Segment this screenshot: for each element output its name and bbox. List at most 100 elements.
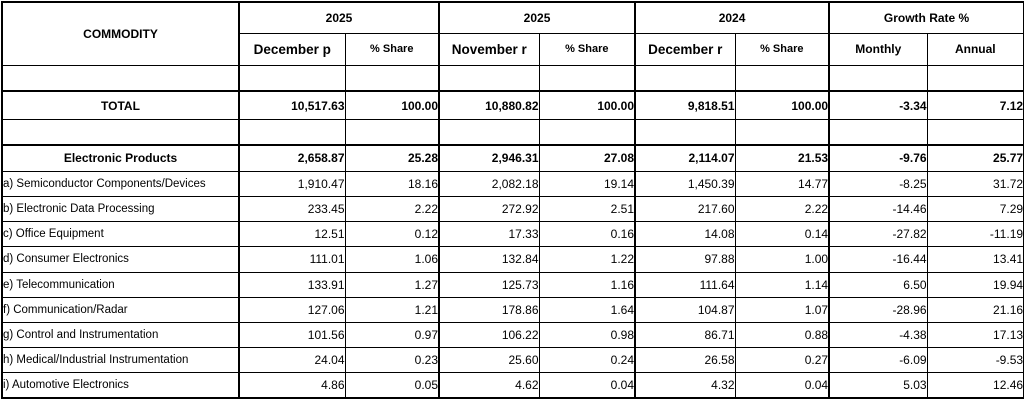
- value-cell: 125.73: [438, 271, 540, 298]
- commodity-header: COMMODITY: [1, 1, 240, 66]
- spacer-cell: [828, 119, 928, 147]
- annual-header: Annual: [926, 32, 1024, 66]
- value-cell: 1.00: [734, 246, 831, 273]
- value-cell: 0.27: [734, 347, 831, 374]
- spacer-row: [1, 64, 1024, 92]
- spacer-cell: [438, 119, 540, 147]
- value-cell: -6.09: [828, 347, 928, 374]
- value-cell: -4.38: [828, 321, 928, 349]
- value-cell: 1.21: [344, 296, 441, 323]
- value-cell: 106.22: [438, 321, 540, 349]
- total-row: TOTAL 10,517.63 100.00 10,880.82 100.00 …: [1, 90, 1024, 121]
- value-cell: 31.72: [926, 170, 1024, 197]
- value-cell: 100.00: [344, 90, 441, 121]
- value-cell: 2.51: [538, 195, 637, 223]
- value-cell: 4.62: [438, 372, 540, 399]
- value-cell: 27.08: [538, 144, 637, 172]
- spacer-cell: [238, 64, 346, 92]
- value-cell: 0.04: [734, 372, 831, 399]
- spacer-cell: [1, 119, 240, 147]
- value-cell: 100.00: [734, 90, 831, 121]
- spacer-cell: [828, 64, 928, 92]
- monthly-header: Monthly: [828, 32, 928, 66]
- value-cell: 1.27: [344, 271, 441, 298]
- value-cell: 1.22: [538, 246, 637, 273]
- value-cell: 2,658.87: [238, 144, 346, 172]
- value-cell: 18.16: [344, 170, 441, 197]
- value-cell: 21.16: [926, 296, 1024, 323]
- spacer-cell: [538, 64, 637, 92]
- value-cell: 4.32: [634, 372, 736, 399]
- spacer-cell: [538, 119, 637, 147]
- commodity-cell: i) Automotive Electronics: [1, 372, 240, 399]
- value-cell: 0.24: [538, 347, 637, 374]
- value-cell: 97.88: [634, 246, 736, 273]
- value-cell: -16.44: [828, 246, 928, 273]
- value-cell: 0.04: [538, 372, 637, 399]
- year-header-2025-dec: 2025: [238, 1, 441, 34]
- value-cell: 25.77: [926, 144, 1024, 172]
- commodity-cell: Electronic Products: [1, 144, 240, 172]
- value-cell: 2.22: [734, 195, 831, 223]
- growth-rate-header: Growth Rate %: [828, 1, 1024, 34]
- value-cell: 111.01: [238, 246, 346, 273]
- table-row-communication-radar: f) Communication/Radar 127.06 1.21 178.8…: [1, 296, 1024, 323]
- year-header-2025-nov: 2025: [438, 1, 637, 34]
- value-cell: 133.91: [238, 271, 346, 298]
- commodity-cell: e) Telecommunication: [1, 271, 240, 298]
- spacer-cell: [926, 119, 1024, 147]
- year-header-2024-dec: 2024: [634, 1, 831, 34]
- value-cell: 0.98: [538, 321, 637, 349]
- value-cell: 2,946.31: [438, 144, 540, 172]
- value-cell: 132.84: [438, 246, 540, 273]
- spacer-cell: [734, 119, 831, 147]
- value-cell: -9.53: [926, 347, 1024, 374]
- value-cell: 17.33: [438, 221, 540, 248]
- share-header-3: % Share: [734, 32, 831, 66]
- value-cell: 217.60: [634, 195, 736, 223]
- value-cell: 100.00: [538, 90, 637, 121]
- value-cell: -14.46: [828, 195, 928, 223]
- spacer-cell: [734, 64, 831, 92]
- value-cell: 5.03: [828, 372, 928, 399]
- value-cell: 12.46: [926, 372, 1024, 399]
- spacer-row: [1, 119, 1024, 147]
- value-cell: -27.82: [828, 221, 928, 248]
- value-cell: 9,818.51: [634, 90, 736, 121]
- table-row-office-equipment: c) Office Equipment 12.51 0.12 17.33 0.1…: [1, 221, 1024, 248]
- value-cell: 26.58: [634, 347, 736, 374]
- commodity-cell: b) Electronic Data Processing: [1, 195, 240, 223]
- value-cell: 178.86: [438, 296, 540, 323]
- spacer-cell: [238, 119, 346, 147]
- commodity-cell: TOTAL: [1, 90, 240, 121]
- value-cell: 0.88: [734, 321, 831, 349]
- value-cell: 233.45: [238, 195, 346, 223]
- value-cell: 0.14: [734, 221, 831, 248]
- value-cell: 1.16: [538, 271, 637, 298]
- table-row-semiconductor: a) Semiconductor Components/Devices 1,91…: [1, 170, 1024, 197]
- value-cell: 127.06: [238, 296, 346, 323]
- value-cell: 12.51: [238, 221, 346, 248]
- spacer-cell: [344, 64, 441, 92]
- december-r-header: December r: [634, 32, 736, 66]
- value-cell: 0.23: [344, 347, 441, 374]
- spacer-cell: [344, 119, 441, 147]
- header-month-row: December p % Share November r % Share De…: [2, 32, 1024, 66]
- value-cell: 0.97: [344, 321, 441, 349]
- table-row-telecommunication: e) Telecommunication 133.91 1.27 125.73 …: [1, 271, 1024, 298]
- share-header-1: % Share: [344, 32, 441, 66]
- table-row-electronic-data-processing: b) Electronic Data Processing 233.45 2.2…: [1, 195, 1024, 223]
- value-cell: 24.04: [238, 347, 346, 374]
- november-r-header: November r: [438, 32, 540, 66]
- value-cell: 111.64: [634, 271, 736, 298]
- commodity-cell: a) Semiconductor Components/Devices: [1, 170, 240, 197]
- spacer-cell: [1, 64, 240, 92]
- value-cell: 1,910.47: [238, 170, 346, 197]
- value-cell: 1,450.39: [634, 170, 736, 197]
- value-cell: 2.22: [344, 195, 441, 223]
- value-cell: 1.64: [538, 296, 637, 323]
- value-cell: -8.25: [828, 170, 928, 197]
- value-cell: 101.56: [238, 321, 346, 349]
- value-cell: -9.76: [828, 144, 928, 172]
